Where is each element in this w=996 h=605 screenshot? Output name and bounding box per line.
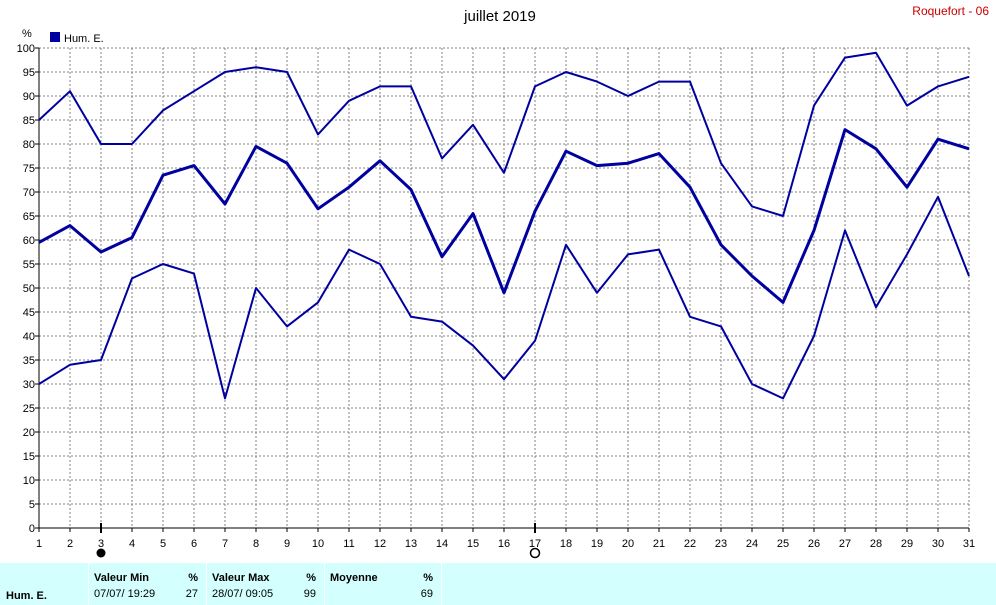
x-tick-label: 10 [312, 538, 324, 550]
min-cell: Valeur Min % 07/07/ 19:29 27 [88, 563, 206, 605]
y-tick-labels: 0 5 10 15 20 25 30 35 40 45 50 55 60 65 70 75 80 85 90 95 10… [17, 43, 35, 535]
min-value: 27 [185, 588, 198, 600]
station-label: Roquefort - 06 [912, 4, 989, 18]
min-day-marker [96, 548, 106, 558]
x-tick-label: 8 [253, 538, 259, 550]
x-tick-labels: 1 2 3 4 5 6 7 8 9 10 11 12 13 14 15 16 17 18 19 20 21 22 23 24 2… [36, 538, 975, 550]
max-value: 99 [303, 588, 316, 600]
x-tick-label: 30 [932, 538, 944, 550]
y-tick-label: 45 [23, 307, 35, 319]
y-tick-label: 75 [23, 163, 35, 175]
series-line-max [38, 51, 970, 217]
y-tick-label: 55 [23, 259, 35, 271]
x-tick-label: 3 [98, 538, 104, 550]
mean-header: Moyenne [330, 572, 378, 584]
mean-unit: % [423, 572, 433, 584]
humidity-chart: juillet 2019 Roquefort - 06 % Hum. E. 0 5… [17, 4, 989, 559]
series-line-mean [38, 128, 970, 304]
max-header: Valeur Max [212, 572, 270, 584]
y-tick-label: 60 [23, 235, 35, 247]
max-day-marker [529, 547, 541, 559]
y-tick-label: 0 [29, 523, 35, 535]
x-tick-label: 27 [839, 538, 851, 550]
x-tick-label: 4 [129, 538, 135, 550]
y-tick-label: 80 [23, 139, 35, 151]
y-tick-label: 35 [23, 355, 35, 367]
x-tick-label: 11 [343, 538, 354, 550]
y-tick-label: 95 [23, 67, 35, 79]
x-tick-label: 18 [560, 538, 572, 550]
x-tick-label: 5 [160, 538, 166, 550]
x-tick-label: 13 [405, 538, 417, 550]
y-tick-label: 85 [23, 115, 35, 127]
x-tick-label: 31 [963, 538, 975, 550]
mean-cell: Moyenne % 69 [324, 563, 442, 605]
min-when: 07/07/ 19:29 [94, 588, 156, 600]
x-tick-label: 24 [746, 538, 758, 550]
y-unit-label: % [22, 28, 32, 40]
x-tick-label: 21 [653, 538, 665, 550]
x-tick-label: 1 [36, 538, 42, 550]
x-tick-label: 17 [529, 538, 541, 550]
y-tick-label: 70 [23, 187, 35, 199]
min-unit: % [188, 572, 198, 584]
y-tick-label: 100 [17, 43, 35, 55]
x-tick-label: 25 [777, 538, 789, 550]
grid-lines [39, 47, 970, 528]
x-tick-label: 16 [498, 538, 510, 550]
y-tick-label: 5 [29, 499, 35, 511]
y-tick-label: 40 [23, 331, 35, 343]
x-tick-label: 23 [715, 538, 727, 550]
y-tick-label: 65 [23, 211, 35, 223]
legend-swatch [50, 32, 60, 42]
max-when: 28/07/ 09:05 [212, 588, 274, 600]
x-tick-label: 14 [436, 538, 448, 550]
chart-title: juillet 2019 [463, 8, 536, 25]
x-tick-label: 29 [901, 538, 913, 550]
x-tick-label: 20 [622, 538, 634, 550]
y-tick-label: 90 [23, 91, 35, 103]
x-tick-label: 26 [808, 538, 820, 550]
x-tick-label: 19 [591, 538, 603, 550]
y-tick-label: 15 [23, 451, 35, 463]
y-tick-label: 25 [23, 403, 35, 415]
x-tick-label: 15 [467, 538, 479, 550]
series-line-min [38, 195, 970, 400]
min-header: Valeur Min [94, 572, 150, 584]
y-tick-label: 10 [23, 475, 35, 487]
day-markers [96, 523, 541, 559]
mean-value: 69 [420, 588, 433, 600]
y-tick-label: 50 [23, 283, 35, 295]
summary-row-label: Hum. E. [6, 590, 47, 602]
legend-label: Hum. E. [64, 33, 104, 45]
series-lines [38, 51, 970, 400]
summary-bar: Hum. E. Valeur Min % 07/07/ 19:29 27 Val… [0, 563, 996, 605]
y-tick-label: 30 [23, 379, 35, 391]
max-unit: % [306, 572, 316, 584]
x-tick-label: 7 [222, 538, 228, 550]
y-tick-label: 20 [23, 427, 35, 439]
max-cell: Valeur Max % 28/07/ 09:05 99 [206, 563, 324, 605]
x-tick-label: 22 [684, 538, 696, 550]
x-tick-label: 9 [284, 538, 290, 550]
x-tick-label: 28 [870, 538, 882, 550]
x-tick-label: 12 [374, 538, 386, 550]
x-tick-label: 6 [191, 538, 197, 550]
x-tick-label: 2 [67, 538, 73, 550]
